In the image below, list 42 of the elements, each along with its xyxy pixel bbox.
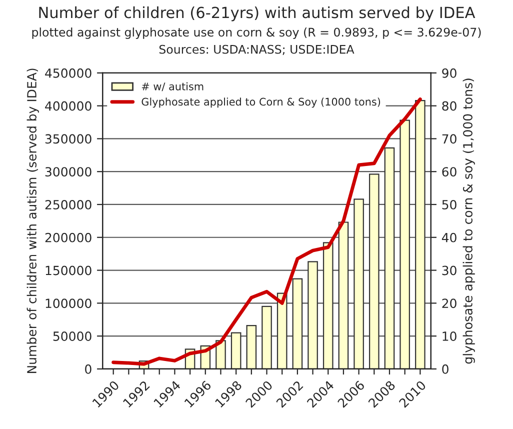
source-note: Sources: USDA:NASS; USDE:IDEA [159, 44, 354, 55]
bar [230, 332, 242, 369]
bar [292, 278, 303, 369]
line-series [112, 98, 422, 366]
bar [354, 198, 364, 369]
bar [338, 222, 349, 369]
chart-subtitle: plotted against glyphosate use on corn & soy (R = 0.9893, p <= 3.629e-07) [32, 27, 481, 39]
bar [400, 120, 410, 369]
y-tick-label: 150000 [46, 266, 92, 276]
y-tick-label: 100000 [46, 298, 92, 308]
y-tick-label: 200000 [45, 232, 92, 242]
y-tick-label: 250000 [45, 200, 92, 210]
chart-title: Number of children (6-21yrs) with autism served by IDEA [39, 6, 476, 22]
bar [415, 100, 426, 369]
bar [276, 292, 288, 369]
y2-axis-title: glyphosate applied to corn & soy (1,000 tons) [462, 78, 475, 364]
y-tick-label: 350000 [45, 134, 92, 144]
y2-tick-label: 10 [442, 332, 456, 341]
y-tick-label: 0 [85, 364, 92, 374]
legend-label: Glyphosate applied to Corn & Soy (1000 tons) [142, 98, 380, 108]
y2-tick-label: 70 [442, 134, 456, 144]
y2-tick-label: 30 [442, 266, 456, 276]
y2-tick-label: 60 [442, 167, 456, 177]
bar [384, 147, 395, 369]
y-axis-title: Number of children with autism (served by IDEA) [26, 68, 39, 374]
bar [216, 340, 226, 369]
y2-tick-label: 80 [442, 101, 456, 111]
bar [322, 242, 334, 369]
y2-tick-label: 50 [442, 200, 456, 210]
y-tick-label: 450000 [45, 68, 92, 78]
y-tick-label: 300000 [45, 167, 92, 177]
y2-tick-label: 0 [442, 364, 448, 374]
y-tick-label: 400000 [45, 101, 92, 111]
legend-label: # w/ autism [142, 82, 204, 92]
y2-tick-label: 40 [442, 232, 456, 242]
y2-tick-label: 20 [442, 298, 456, 308]
y-tick-label: 50000 [53, 332, 92, 341]
bar [262, 306, 272, 369]
bar [308, 261, 318, 369]
bar [368, 174, 380, 369]
bar [246, 324, 257, 369]
y2-tick-label: 90 [442, 68, 456, 78]
